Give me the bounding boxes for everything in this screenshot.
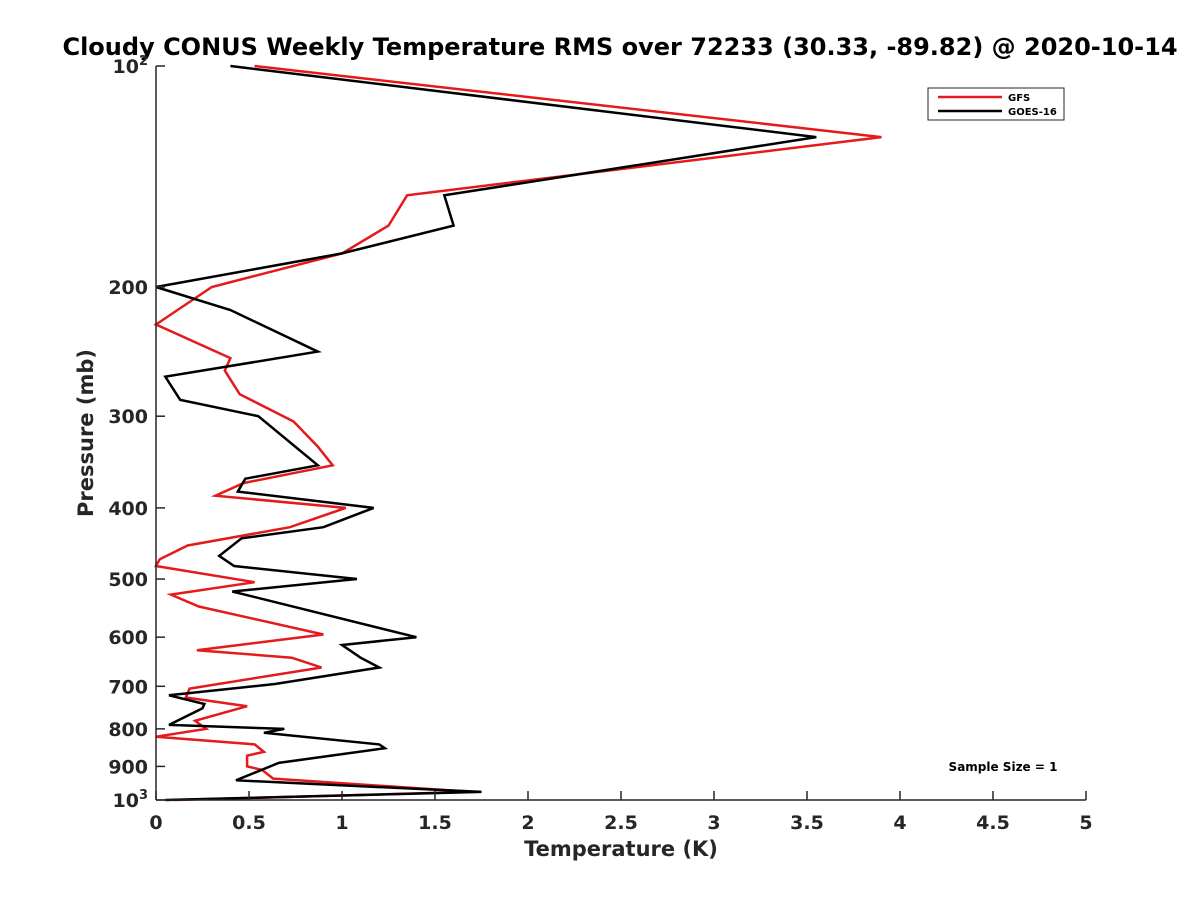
- sample-size-annotation: Sample Size = 1: [949, 760, 1058, 774]
- legend: GFS GOES-16: [927, 87, 1065, 121]
- legend-box: [927, 87, 1065, 121]
- x-tick-label: 3: [707, 812, 720, 834]
- y-tick-label: 103: [113, 788, 149, 812]
- y-tick-label: 102: [113, 54, 149, 78]
- x-tick-label: 4: [893, 812, 906, 834]
- legend-label: GFS: [1008, 93, 1030, 104]
- legend-label: GOES-16: [1008, 107, 1057, 118]
- x-tick-label: 1: [335, 812, 348, 834]
- x-tick-label: 0.5: [232, 812, 266, 834]
- series-layer: [153, 64, 882, 802]
- series-line-gfs: [153, 64, 882, 802]
- x-tick-label: 5: [1079, 812, 1092, 834]
- y-tick-label: 300: [108, 406, 148, 428]
- y-tick-label: 400: [108, 498, 148, 520]
- x-axis-ticks: 0 0.5 1 1.5 2 2.5 3 3.5 4 4.5 5: [149, 791, 1093, 834]
- x-tick-label: 1.5: [418, 812, 452, 834]
- x-tick-label: 4.5: [976, 812, 1010, 834]
- y-tick-label: 900: [108, 756, 148, 778]
- x-tick-label: 0: [149, 812, 162, 834]
- y-tick-label: 500: [108, 569, 148, 591]
- y-tick-label: 600: [108, 627, 148, 649]
- x-axis-label: Temperature (K): [524, 837, 718, 861]
- x-tick-label: 3.5: [790, 812, 824, 834]
- y-tick-label: 800: [108, 719, 148, 741]
- x-tick-label: 2.5: [604, 812, 638, 834]
- series-line-goes-16: [155, 64, 817, 802]
- y-tick-label: 200: [108, 277, 148, 299]
- y-axis-ticks: 102 200 300 400 500 600 700 800 900 103: [108, 54, 165, 812]
- chart-title: Cloudy CONUS Weekly Temperature RMS over…: [62, 33, 1177, 61]
- y-tick-label: 700: [108, 676, 148, 698]
- y-axis-label: Pressure (mb): [74, 349, 98, 517]
- x-tick-label: 2: [521, 812, 534, 834]
